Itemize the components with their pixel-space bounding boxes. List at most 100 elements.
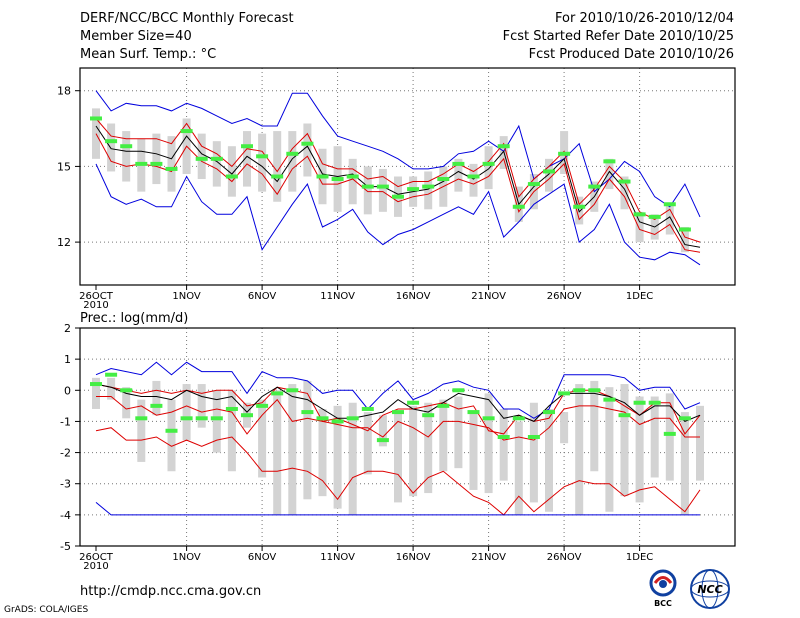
series-line-mean <box>95 383 701 422</box>
ensemble-bar <box>605 158 614 190</box>
ensemble-bar <box>258 133 267 192</box>
ensemble-bar <box>258 399 267 478</box>
grads-credit: GrADS: COLA/IGES <box>4 605 89 615</box>
ensemble-bar <box>212 141 221 187</box>
member-marker <box>603 159 616 164</box>
member-marker <box>376 184 389 189</box>
x-tick-sublabel: 2010 <box>83 561 108 572</box>
ensemble-bar <box>439 399 448 472</box>
y-tick-label: -4 <box>60 509 71 522</box>
footer-url[interactable]: http://cmdp.ncc.cma.gov.cn <box>80 584 262 599</box>
member-marker <box>392 410 404 415</box>
bcc-logo-core <box>659 580 667 588</box>
ensemble-bar <box>635 211 644 243</box>
member-marker <box>286 388 299 393</box>
member-marker <box>678 416 691 421</box>
ensemble-bar <box>514 421 523 515</box>
member-marker <box>543 410 555 415</box>
series-line-max <box>95 361 701 419</box>
ensemble-bar <box>454 158 463 192</box>
member-marker <box>618 413 631 418</box>
member-marker <box>497 435 510 439</box>
member-marker <box>482 161 495 166</box>
forecast-period: For 2010/10/26-2010/12/04 <box>555 11 734 26</box>
member-marker <box>271 174 284 179</box>
ensemble-bar <box>696 405 704 481</box>
ensemble-bar <box>424 402 433 494</box>
ensemble-bar <box>273 131 282 202</box>
member-marker <box>210 416 223 421</box>
x-tick-label: 11NOV <box>320 552 355 563</box>
ensemble-bar <box>227 390 236 472</box>
member-marker <box>346 174 359 179</box>
ensemble-bar <box>605 387 614 512</box>
member-marker <box>286 151 299 156</box>
member-marker <box>195 156 208 161</box>
member-marker <box>422 413 435 418</box>
y-tick-label: 18 <box>57 85 71 98</box>
bcc-logo-arc <box>653 576 673 584</box>
member-marker <box>165 428 178 433</box>
member-marker <box>361 184 374 189</box>
member-marker <box>135 416 148 421</box>
series-line-p10 <box>95 427 701 516</box>
ensemble-bar <box>665 204 674 235</box>
member-marker <box>512 204 525 209</box>
member-marker <box>90 382 102 387</box>
x-tick-label: 26NOV <box>547 552 582 563</box>
series-line-min <box>95 163 701 266</box>
plot-frame <box>79 67 736 286</box>
member-marker <box>105 139 118 144</box>
ensemble-bar <box>378 168 387 212</box>
y-tick-label: 2 <box>64 322 71 335</box>
member-marker <box>180 129 193 134</box>
ensemble-bar <box>288 131 297 192</box>
member-marker <box>663 202 676 207</box>
member-marker <box>346 416 359 421</box>
variable-label: Mean Surf. Temp.: °C <box>80 47 217 62</box>
member-marker <box>256 154 269 159</box>
y-tick-label: -3 <box>60 478 71 491</box>
ensemble-bar <box>680 226 689 253</box>
ensemble-bar <box>484 146 493 190</box>
member-marker <box>512 416 525 421</box>
y-tick-label: -5 <box>60 540 71 553</box>
member-marker <box>648 400 661 405</box>
ensemble-bar <box>92 377 100 409</box>
member-marker <box>527 182 540 187</box>
ensemble-bar <box>635 396 644 503</box>
x-tick-label: 11NOV <box>320 291 355 302</box>
x-tick-label: 6NOV <box>248 552 277 563</box>
ensemble-bar <box>575 384 584 515</box>
member-marker <box>105 372 118 377</box>
x-tick-label: 16NOV <box>396 291 431 302</box>
y-tick-label: 15 <box>57 160 71 173</box>
member-marker <box>225 174 238 179</box>
ensemble-bar <box>182 384 191 441</box>
ensemble-bar <box>122 131 131 182</box>
member-marker <box>331 177 344 182</box>
ensemble-bar <box>167 136 176 192</box>
member-marker <box>90 116 102 121</box>
ensemble-bar <box>348 402 357 515</box>
y-tick-label: -1 <box>60 415 71 428</box>
ensemble-bar <box>137 399 146 462</box>
member-marker <box>573 388 586 393</box>
member-marker <box>588 184 601 189</box>
member-marker <box>225 406 238 411</box>
member-marker <box>180 416 193 421</box>
start-date: Fcst Started Refer Date 2010/10/25 <box>502 29 734 44</box>
series-line-p25 <box>95 133 701 253</box>
member-marker <box>633 400 646 405</box>
ncc-logo: NCC <box>690 569 730 609</box>
member-marker <box>437 403 450 408</box>
x-tick-label: 1NOV <box>172 291 201 302</box>
member-marker <box>558 391 571 396</box>
ensemble-bar <box>107 123 116 172</box>
ensemble-bar <box>620 384 629 497</box>
member-marker <box>663 431 676 436</box>
ensemble-bar <box>227 146 236 197</box>
ensemble-bar <box>469 163 478 197</box>
y-tick-label: -2 <box>60 447 71 460</box>
